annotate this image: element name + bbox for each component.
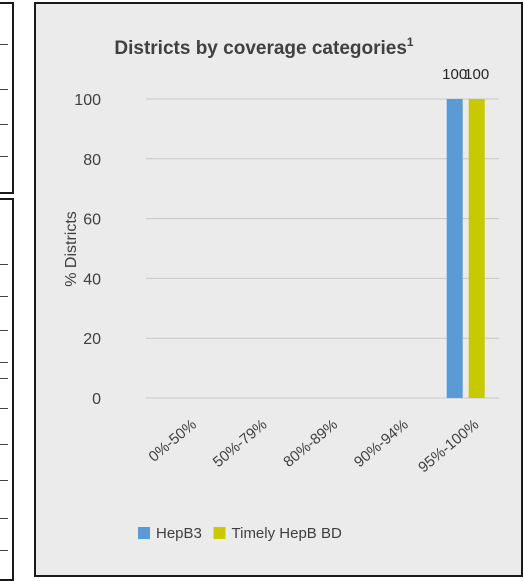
bar bbox=[468, 99, 485, 398]
edge-gridline bbox=[0, 480, 8, 481]
legend-label: Timely HepB BD bbox=[232, 525, 342, 542]
x-tick-label: 90%-94% bbox=[351, 416, 412, 471]
chart-title: Districts by coverage categories1 bbox=[114, 35, 414, 59]
data-label: 100 bbox=[442, 66, 467, 83]
chart-panel: Districts by coverage categories1 % Dist… bbox=[34, 2, 523, 577]
legend-swatch bbox=[138, 527, 150, 539]
edge-gridline bbox=[0, 518, 8, 519]
edge-gridline bbox=[0, 408, 8, 409]
legend-label: HepB3 bbox=[156, 525, 202, 542]
edge-gridline bbox=[0, 378, 8, 379]
edge-gridline bbox=[0, 362, 8, 363]
y-tick-label: 20 bbox=[83, 331, 101, 348]
edge-gridline bbox=[0, 89, 8, 90]
edge-gridline bbox=[0, 444, 8, 445]
y-tick-label: 60 bbox=[83, 212, 101, 229]
x-tick-labels: 0%-50% 50%-79% 80%-89% 90%-94% 95%-100% bbox=[146, 416, 483, 476]
x-tick-label: 80%-89% bbox=[280, 416, 341, 471]
chart-title-superscript: 1 bbox=[407, 35, 414, 49]
legend: HepB3 Timely HepB BD bbox=[138, 525, 342, 542]
y-tick-label: 0 bbox=[92, 391, 101, 408]
data-label: 100 bbox=[464, 66, 489, 83]
x-tick-label: 95%-100% bbox=[415, 416, 482, 476]
edge-gridline bbox=[0, 296, 8, 297]
y-tick-label: 80 bbox=[83, 152, 101, 169]
legend-swatch bbox=[213, 527, 226, 539]
adjacent-panel-top-edge bbox=[0, 2, 14, 194]
x-tick-label: 0%-50% bbox=[146, 416, 200, 465]
edge-gridline bbox=[0, 550, 8, 551]
edge-gridline bbox=[0, 44, 8, 45]
edge-gridline bbox=[0, 156, 8, 157]
bars bbox=[446, 99, 485, 398]
adjacent-panel-bottom-edge bbox=[0, 198, 14, 581]
chart-svg: Districts by coverage categories1 % Dist… bbox=[63, 35, 499, 542]
chart-title-text: Districts by coverage categories bbox=[114, 38, 407, 59]
y-tick-label: 40 bbox=[83, 271, 101, 288]
y-tick-labels: 0 20 40 60 80 100 bbox=[74, 92, 101, 408]
y-axis-label: % Districts bbox=[63, 211, 80, 287]
gridlines bbox=[146, 98, 499, 399]
bar bbox=[446, 99, 463, 398]
edge-gridline bbox=[0, 124, 8, 125]
x-tick-label: 50%-79% bbox=[210, 416, 271, 471]
y-tick-label: 100 bbox=[74, 92, 101, 109]
edge-gridline bbox=[0, 264, 8, 265]
edge-gridline bbox=[0, 330, 8, 331]
